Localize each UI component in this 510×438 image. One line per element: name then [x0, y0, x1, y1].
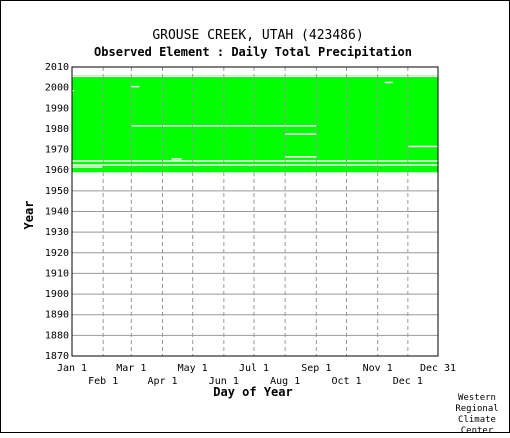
missing-data-gap	[72, 75, 438, 78]
y-tick-label: 2000	[45, 83, 69, 94]
plot-border	[71, 66, 439, 357]
x-tick-label: Mar 1	[116, 363, 146, 374]
y-tick-label: 1930	[45, 227, 69, 238]
y-axis-label: Year	[22, 201, 36, 230]
credit-line: Center	[461, 426, 494, 434]
x-tick-label: Sep 1	[301, 363, 331, 374]
credit-line: Western	[458, 393, 496, 403]
x-tick-label: Dec 31	[420, 363, 456, 374]
x-axis-label: Day of Year	[213, 385, 292, 399]
x-tick-label: Dec 1	[393, 376, 423, 387]
y-tick-label: 1890	[45, 310, 69, 321]
x-tick-label: Jul 1	[239, 363, 269, 374]
y-tick-label: 1870	[45, 351, 69, 362]
missing-data-gap	[171, 158, 182, 160]
y-tick-label: 1920	[45, 248, 69, 259]
x-tick-label: Jan 1	[57, 363, 87, 374]
x-tick-label: May 1	[178, 363, 208, 374]
chart-title: GROUSE CREEK, UTAH (423486)	[152, 28, 363, 43]
x-tick-label: Aug 1	[270, 376, 300, 387]
y-tick-label: 1990	[45, 103, 69, 114]
x-tick-label: Oct 1	[331, 376, 361, 387]
x-tick-label: Feb 1	[88, 376, 118, 387]
y-tick-label: 1980	[45, 124, 69, 135]
missing-data-gap	[407, 145, 438, 148]
missing-data-gap	[384, 81, 393, 84]
y-tick-label: 2010	[45, 62, 69, 73]
missing-data-gap	[72, 160, 438, 162]
credit-line: Regional	[455, 404, 498, 414]
x-tick-label: Nov 1	[363, 363, 393, 374]
missing-data-gap	[72, 89, 75, 92]
credit-line: Climate	[458, 415, 496, 425]
y-tick-label: 1880	[45, 330, 69, 341]
missing-data-gap	[72, 166, 103, 168]
y-tick-label: 1940	[45, 207, 69, 218]
missing-data-gap	[285, 156, 317, 158]
data-coverage-block	[72, 75, 438, 173]
missing-data-gap	[285, 133, 317, 135]
plot-area: 1870 1880 1890 1900 1910 1920 1930 1940 1950 1960…	[45, 62, 456, 387]
y-tick-label: 1900	[45, 289, 69, 300]
y-tick-label: 1960	[45, 165, 69, 176]
y-tick-label: 1950	[45, 186, 69, 197]
chart-subtitle: Observed Element : Daily Total Precipita…	[94, 45, 412, 59]
y-tick-label: 1910	[45, 268, 69, 279]
x-tick-label: Apr 1	[147, 376, 177, 387]
y-tick-label: 1970	[45, 145, 69, 156]
missing-data-gap	[72, 164, 438, 166]
missing-data-gap	[131, 85, 140, 88]
x-tick-label: Jun 1	[209, 376, 239, 387]
